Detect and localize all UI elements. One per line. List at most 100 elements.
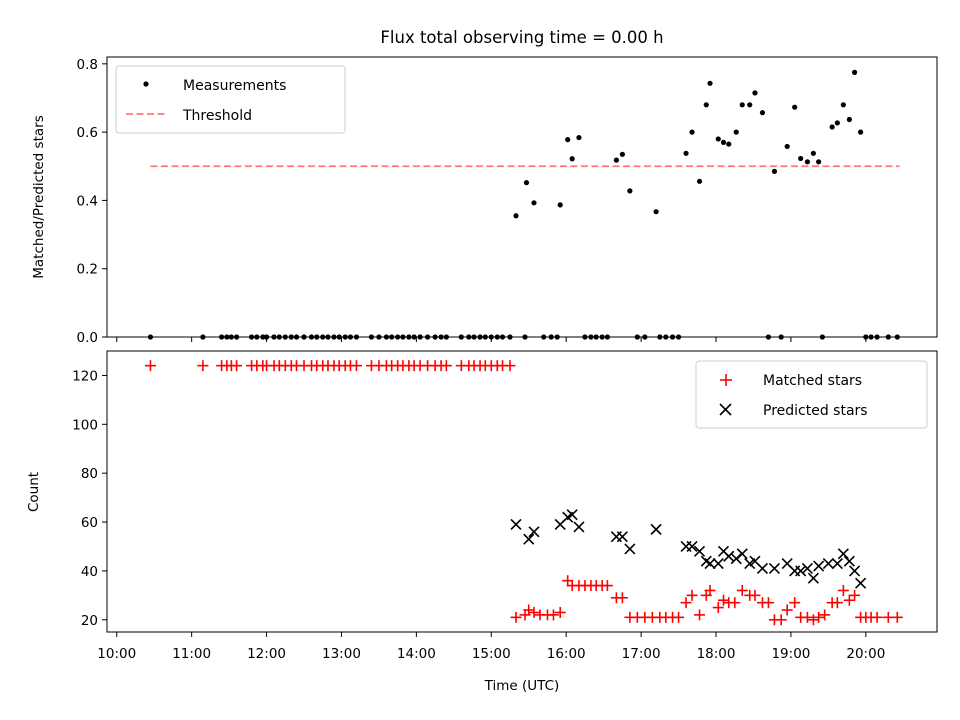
measurement-point [293,334,300,340]
predicted-stars-point [837,548,849,560]
measurement-point [771,168,778,174]
measurement-point [466,334,472,340]
measurement-point [557,202,563,208]
predicted-stars-point [843,555,855,567]
measurement-point [715,136,721,142]
measurement-point [499,334,506,340]
matched-stars-point [510,611,522,623]
measurement-point [248,334,255,340]
matched-stars-point [871,611,883,623]
matched-stars-point [891,611,903,623]
predicted-stars-point [693,545,706,557]
predicted-stars-point [528,526,540,538]
bottom-legend: Matched stars Predicted stars [695,360,928,429]
measurement-point [389,334,395,340]
matched-stars-point [849,589,861,601]
matched-stars-point [718,594,730,606]
bottom-plot-area [144,360,903,626]
measurement-point [759,110,766,116]
matched-stars-point [694,609,706,621]
bottom-y-tick-label: 20 [81,613,98,629]
measurement-point [642,334,648,340]
predicted-stars-point [736,548,748,560]
matched-stars-point [554,606,566,618]
bottom-y-axis-label: Count [26,472,42,512]
top-y-tick-label: 0.6 [77,125,98,141]
measurement-point [582,334,588,340]
matched-stars-point [616,592,628,604]
measurement-point [689,129,695,135]
measurement-point [599,334,605,340]
bottom-y-tick-label: 120 [72,368,98,384]
predicted-stars-point [573,521,585,533]
legend-threshold-label: Threshold [182,108,252,124]
predicted-stars-point [650,523,662,535]
measurement-point [765,334,772,340]
predicted-stars-point [723,550,735,562]
measurement-point [846,116,852,123]
measurement-point [619,151,625,157]
bottom-y-tick-label: 60 [81,515,98,531]
matched-stars-point [801,611,813,623]
x-tick-label: 16:00 [547,646,586,662]
measurement-point [720,139,727,145]
measurement-point [406,334,412,340]
predicted-stars-point [807,572,819,584]
measurement-point [784,143,790,150]
predicted-stars-point [616,531,628,543]
predicted-stars-point [768,562,781,575]
top-y-tick-label: 0.8 [77,57,98,73]
x-tick-label: 10:00 [97,646,136,662]
top-plot-area [147,69,900,340]
measurement-point [634,334,640,340]
x-tick-label: 20:00 [846,646,885,662]
matched-stars-point [686,589,698,601]
bottom-legend-box [695,360,928,429]
measurement-point [271,334,277,340]
measurement-point [851,69,858,75]
measurement-point [147,334,154,340]
measurement-point [513,213,519,219]
measurement-point [353,334,360,340]
measurement-point [627,188,633,194]
predicted-stars-point [849,565,861,577]
predicted-stars-point [795,565,807,577]
measurement-point [507,334,513,340]
measurement-point [438,334,444,340]
matched-stars-point [704,584,716,596]
matched-stars-point [601,580,613,592]
legend-measurements-marker [143,81,149,87]
top-y-tick-label: 0.4 [77,193,98,209]
matched-stars-point [144,360,156,372]
measurement-point [336,334,342,340]
measurement-point [816,159,822,165]
measurement-point [739,102,745,108]
measurement-point [541,334,547,340]
measurement-point [219,334,225,340]
x-tick-label: 13:00 [322,646,361,662]
measurement-point [288,334,294,340]
matched-stars-point [781,604,793,616]
measurement-point [613,157,619,163]
matched-stars-point [562,575,574,587]
measurement-point [395,334,401,340]
measurement-point [228,334,234,340]
predicted-stars-point [801,562,813,575]
x-tick-label: 15:00 [472,646,511,662]
measurement-point [368,334,375,340]
matched-stars-point [350,360,362,372]
legend-measurements-label: Measurements [183,78,286,94]
measurement-point [657,334,663,340]
measurement-point [707,80,713,86]
measurement-point [653,209,659,215]
matched-stars-point [680,597,692,609]
legend-matched-label: Matched stars [763,373,862,389]
predicted-stars-point [855,577,867,589]
chart-title: Flux total observing time = 0.00 h [380,28,663,47]
measurement-point [471,334,477,340]
measurement-point [320,334,326,340]
measurement-point [400,334,406,340]
measurement-point [565,137,571,143]
measurement-point [675,334,682,340]
matched-stars-point [673,611,685,623]
